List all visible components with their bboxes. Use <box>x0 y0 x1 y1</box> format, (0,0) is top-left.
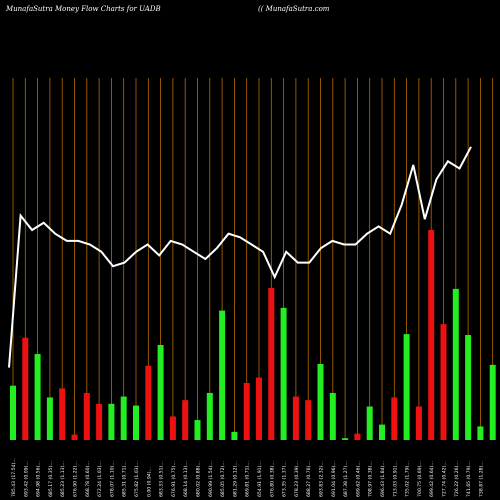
money-flow-bar <box>194 420 201 440</box>
x-tick-label: 785.43 (17.54)… <box>11 458 17 497</box>
money-flow-bar <box>477 426 484 440</box>
x-tick-label: 693.83 (2.32)… <box>319 461 325 497</box>
money-flow-bar <box>256 377 262 440</box>
money-flow-bar <box>59 388 66 440</box>
x-tick-label: 700.75 (0.69)… <box>417 461 423 497</box>
x-tick-label: 673.35 (1.37)… <box>282 461 288 497</box>
x-tick-label: 676.90 (1.22)… <box>73 461 79 497</box>
money-flow-bar <box>292 396 299 440</box>
x-tick-label: 688.27 (0.76)… <box>306 461 312 497</box>
money-flow-bar <box>465 335 472 440</box>
money-flow-bar <box>22 337 29 440</box>
money-flow-bar <box>231 431 238 440</box>
x-tick-label: 738.87 (1.28)… <box>478 461 484 497</box>
x-tick-label: 675.82 (1.03)… <box>134 461 140 497</box>
x-tick-label: 693.42 (0.09)… <box>23 461 29 497</box>
x-tick-label: 699.62 (0.46)… <box>355 461 361 497</box>
x-tick-label: 668.14 (0.13)… <box>183 461 189 497</box>
x-tick-label: 685.17 (0.35)… <box>48 461 54 497</box>
x-tick-label: 687.38 (1.27)… <box>343 461 349 497</box>
money-flow-bar <box>440 324 447 440</box>
money-flow-bar <box>71 434 78 440</box>
money-flow-bar <box>243 382 250 440</box>
x-tick-label: 669.81 (0.71)… <box>245 461 251 497</box>
x-tick-label: 0.00 (0.94)… <box>146 466 152 497</box>
x-tick-label: 685.23 (1.13)… <box>60 461 66 497</box>
x-tick-label: 727.74 (0.42)… <box>442 461 448 497</box>
money-flow-bar <box>342 438 349 440</box>
x-tick-label: 678.23 (0.39)… <box>294 461 300 497</box>
money-flow-bar <box>120 396 127 440</box>
x-tick-label: 690.99 (1.54)… <box>208 461 214 497</box>
money-flow-bar <box>219 310 226 440</box>
money-flow-bar <box>182 400 189 440</box>
x-tick-label: 696.43 (1.84)… <box>380 461 386 497</box>
price-line <box>8 146 472 368</box>
money-flow-bar <box>366 406 373 440</box>
x-tick-label: 741.65 (0.79)… <box>466 461 472 497</box>
x-tick-label: 713.03 (0.91)… <box>392 461 398 497</box>
money-flow-bar <box>157 344 164 440</box>
money-flow-bar <box>354 433 361 440</box>
money-flow-bar <box>83 392 90 440</box>
money-flow-bar <box>317 363 324 440</box>
x-tick-label: 694.98 (0.56)… <box>36 461 42 497</box>
money-flow-bar <box>489 364 496 440</box>
x-tick-label: 678.07 (1.10)… <box>109 461 115 497</box>
money-flow-bar <box>415 406 422 440</box>
price-line-path <box>8 146 472 368</box>
x-tick-label: 699.42 (0.64)… <box>429 461 435 497</box>
money-flow-bar <box>305 400 312 440</box>
x-tick-label: 676.91 (0.75)… <box>171 461 177 497</box>
site-credit: (( MunafaSutra.com <box>258 5 330 13</box>
money-flow-bar <box>391 397 398 440</box>
money-flow-bar <box>452 288 459 440</box>
x-tick-label: 685.31 (0.71)… <box>122 461 128 497</box>
money-flow-bar <box>34 354 41 440</box>
money-flow-bar <box>403 334 410 440</box>
x-tick-label: 668.78 (0.60)… <box>85 461 91 497</box>
money-flow-bar <box>329 392 336 440</box>
bars <box>10 230 496 440</box>
money-flow-bar <box>108 403 115 440</box>
x-tick-labels: 785.43 (17.54)… 693.42 (0.09)… 694.98 (0.5… <box>11 458 484 497</box>
x-tick-label: 680.02 (0.88)… <box>196 461 202 497</box>
x-tick-label: 685.05 (0.72)… <box>220 461 226 497</box>
money-flow-bar <box>145 365 152 440</box>
x-tick-label: 726.22 (0.26)… <box>454 461 460 497</box>
x-tick-label: 683.33 (0.51)… <box>159 461 165 497</box>
money-flow-bar <box>268 287 275 440</box>
money-flow-bar <box>379 424 385 440</box>
money-flow-bar <box>133 405 139 440</box>
x-tick-label: 708.97 (0.38)… <box>368 461 374 497</box>
x-tick-label: 691.04 (0.96)… <box>331 461 337 497</box>
x-tick-label: 735.02 (1.79)… <box>405 461 411 497</box>
money-flow-bar <box>10 385 16 440</box>
money-flow-bar <box>428 230 435 440</box>
money-flow-bar <box>169 416 176 440</box>
money-flow-bar <box>46 397 53 440</box>
chart-title: MunafaSutra Money Flow Charts for UADB <box>6 5 161 13</box>
x-tick-label: 654.91 (1.91)… <box>257 461 263 497</box>
money-flow-bar <box>280 307 287 440</box>
x-tick-label: 681.29 (0.12)… <box>232 461 238 497</box>
money-flow-bar <box>96 403 103 440</box>
gridlines <box>12 78 494 440</box>
x-tick-label: 676.80 (0.38)… <box>269 461 275 497</box>
money-flow-bar <box>206 392 213 440</box>
x-tick-label: 672.24 (1.03)… <box>97 461 103 497</box>
